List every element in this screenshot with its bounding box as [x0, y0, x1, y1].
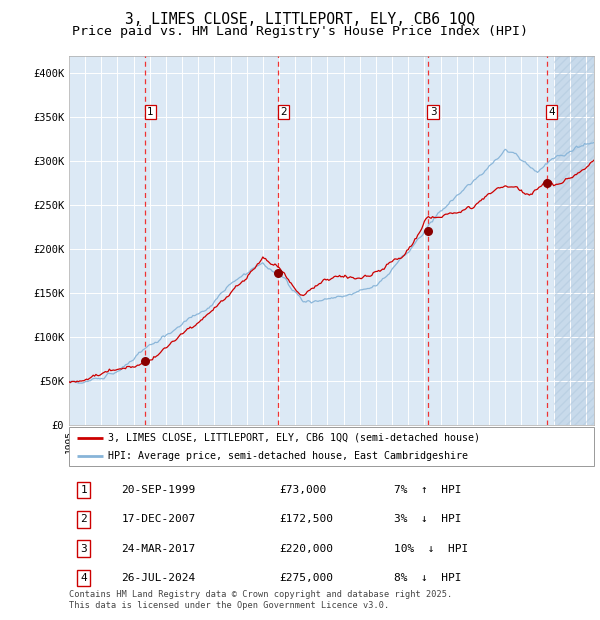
Text: 2: 2	[280, 107, 287, 117]
FancyBboxPatch shape	[69, 427, 594, 466]
Text: 1: 1	[80, 485, 87, 495]
Text: £172,500: £172,500	[279, 515, 333, 525]
Text: 20-SEP-1999: 20-SEP-1999	[121, 485, 196, 495]
Text: 3: 3	[430, 107, 436, 117]
Text: £220,000: £220,000	[279, 544, 333, 554]
Text: 26-JUL-2024: 26-JUL-2024	[121, 573, 196, 583]
Text: 4: 4	[80, 573, 87, 583]
Bar	[554, 56, 594, 425]
Text: 3, LIMES CLOSE, LITTLEPORT, ELY, CB6 1QQ: 3, LIMES CLOSE, LITTLEPORT, ELY, CB6 1QQ	[125, 12, 475, 27]
Text: 3: 3	[80, 544, 87, 554]
Text: 4: 4	[548, 107, 555, 117]
Text: Contains HM Land Registry data © Crown copyright and database right 2025.
This d: Contains HM Land Registry data © Crown c…	[69, 590, 452, 609]
Text: HPI: Average price, semi-detached house, East Cambridgeshire: HPI: Average price, semi-detached house,…	[109, 451, 469, 461]
Text: £275,000: £275,000	[279, 573, 333, 583]
Text: £73,000: £73,000	[279, 485, 326, 495]
Bar	[554, 56, 594, 425]
Text: 8%  ↓  HPI: 8% ↓ HPI	[395, 573, 462, 583]
Text: 10%  ↓  HPI: 10% ↓ HPI	[395, 544, 469, 554]
Text: 17-DEC-2007: 17-DEC-2007	[121, 515, 196, 525]
Text: 3%  ↓  HPI: 3% ↓ HPI	[395, 515, 462, 525]
Text: 3, LIMES CLOSE, LITTLEPORT, ELY, CB6 1QQ (semi-detached house): 3, LIMES CLOSE, LITTLEPORT, ELY, CB6 1QQ…	[109, 433, 481, 443]
Text: 1: 1	[147, 107, 154, 117]
Text: 7%  ↑  HPI: 7% ↑ HPI	[395, 485, 462, 495]
Text: Price paid vs. HM Land Registry's House Price Index (HPI): Price paid vs. HM Land Registry's House …	[72, 25, 528, 38]
Text: 2: 2	[80, 515, 87, 525]
Text: 24-MAR-2017: 24-MAR-2017	[121, 544, 196, 554]
